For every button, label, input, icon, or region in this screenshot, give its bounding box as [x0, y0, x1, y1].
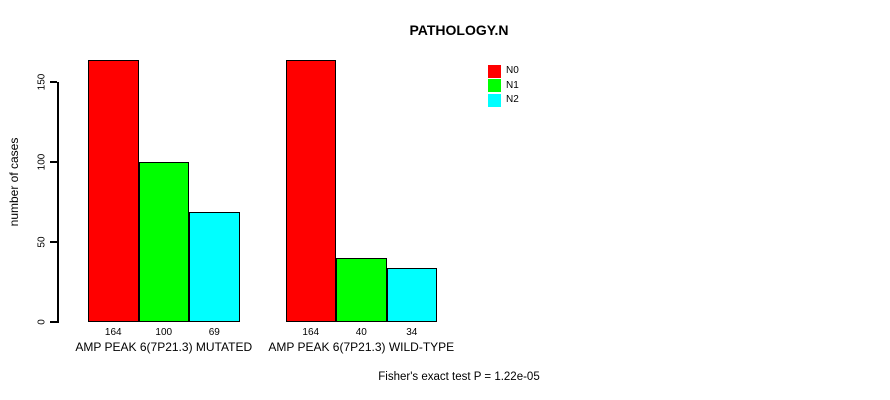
bar-n1-group2 — [336, 258, 387, 322]
x-axis-category-label: AMP PEAK 6(7P21.3) MUTATED — [75, 340, 253, 354]
bar-value-label: 40 — [355, 327, 367, 338]
y-tick-label: 50 — [36, 236, 48, 248]
bar-value-label: 34 — [406, 327, 418, 338]
stat-annotation: Fisher's exact test P = 1.22e-05 — [378, 371, 540, 383]
legend-item-label: N0 — [506, 65, 519, 77]
legend: N0 N1 N2 — [488, 64, 519, 108]
legend-item-label: N1 — [506, 79, 519, 91]
x-axis-category-label: AMP PEAK 6(7P21.3) WILD-TYPE — [268, 340, 455, 354]
bar-value-label: 69 — [208, 327, 220, 338]
y-tick-mark — [50, 81, 57, 83]
legend-item: N2 — [488, 93, 519, 108]
bar-n2-group1 — [189, 211, 240, 322]
legend-swatch-n1 — [488, 79, 501, 93]
legend-item: N0 — [488, 64, 519, 79]
bar-value-label: 100 — [155, 327, 173, 338]
chart-title: PATHOLOGY.N — [409, 22, 509, 38]
y-tick-label: 100 — [36, 153, 48, 171]
bar-value-label: 164 — [104, 327, 122, 338]
y-axis-title: number of cases — [7, 137, 21, 227]
y-tick-mark — [50, 161, 57, 163]
bar-n0-group2 — [285, 59, 336, 322]
bar-n1-group1 — [138, 162, 189, 322]
bar-value-label: 164 — [302, 327, 320, 338]
legend-swatch-n0 — [488, 64, 501, 78]
y-tick-label: 150 — [36, 73, 48, 91]
y-tick-mark — [50, 321, 57, 323]
legend-swatch-n2 — [488, 93, 501, 107]
y-tick-mark — [50, 241, 57, 243]
bar-n2-group2 — [386, 267, 437, 322]
bar-n0-group1 — [88, 59, 139, 322]
y-axis-line — [57, 82, 59, 323]
y-tick-label: 0 — [36, 319, 48, 325]
legend-item-label: N2 — [506, 94, 519, 106]
legend-item: N1 — [488, 79, 519, 94]
